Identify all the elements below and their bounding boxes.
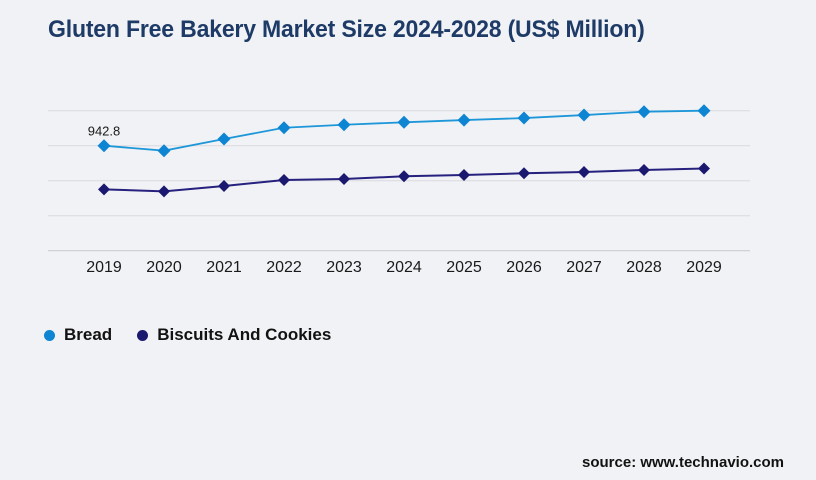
x-tick-label-2020: 2020 <box>146 259 182 276</box>
x-tick-label-2019: 2019 <box>86 259 122 276</box>
data-point-bread-2028 <box>637 105 651 119</box>
data-label: 942.8 <box>88 124 121 139</box>
data-point-biscuits-and-cookies-2020 <box>158 185 170 198</box>
legend-label-biscuits-and-cookies: Biscuits And Cookies <box>157 325 332 344</box>
data-point-bread-2027 <box>577 108 591 122</box>
data-point-biscuits-and-cookies-2029 <box>698 162 710 175</box>
data-point-bread-2020 <box>157 144 171 158</box>
data-point-biscuits-and-cookies-2019 <box>98 183 110 196</box>
x-tick-label-2023: 2023 <box>326 259 362 276</box>
legend-item-biscuits-and-cookies: Biscuits And Cookies <box>137 325 331 345</box>
legend-label-bread: Bread <box>64 325 113 344</box>
data-point-bread-2024 <box>397 115 411 129</box>
data-point-bread-2021 <box>217 132 231 146</box>
legend: Bread Biscuits And Cookies <box>44 325 331 345</box>
data-point-biscuits-and-cookies-2023 <box>338 172 350 185</box>
data-point-biscuits-and-cookies-2021 <box>218 179 230 192</box>
line-chart: 942.8 2019 2020 2021 2022 2023 2024 2025 2026 202… <box>48 104 750 276</box>
x-tick-label-2021: 2021 <box>206 259 242 276</box>
legend-item-bread: Bread <box>44 325 112 345</box>
data-point-biscuits-and-cookies-2028 <box>638 163 650 176</box>
x-tick-label-2025: 2025 <box>446 259 482 276</box>
legend-marker-bread-icon <box>44 329 55 341</box>
data-point-biscuits-and-cookies-2022 <box>278 173 290 186</box>
data-point-bread-2022 <box>277 121 291 135</box>
x-tick-label-2026: 2026 <box>506 259 542 276</box>
source-attribution: source: www.technavio.com <box>582 454 784 471</box>
data-point-bread-2023 <box>337 118 351 132</box>
data-point-biscuits-and-cookies-2026 <box>518 167 530 180</box>
x-tick-label-2029: 2029 <box>686 259 722 276</box>
data-point-bread-2025 <box>457 113 471 127</box>
data-point-bread-2019 <box>97 139 111 153</box>
x-tick-label-2022: 2022 <box>266 259 302 276</box>
data-point-bread-2026 <box>517 111 531 125</box>
x-tick-label-2024: 2024 <box>386 259 422 276</box>
data-point-biscuits-and-cookies-2024 <box>398 170 410 183</box>
data-point-biscuits-and-cookies-2027 <box>578 165 590 178</box>
x-tick-label-2028: 2028 <box>626 259 662 276</box>
data-point-biscuits-and-cookies-2025 <box>458 168 470 181</box>
x-tick-label-2027: 2027 <box>566 259 602 276</box>
data-point-bread-2029 <box>697 104 711 118</box>
chart-title: Gluten Free Bakery Market Size 2024-2028… <box>48 16 645 43</box>
legend-marker-biscuits-and-cookies-icon <box>137 329 149 341</box>
